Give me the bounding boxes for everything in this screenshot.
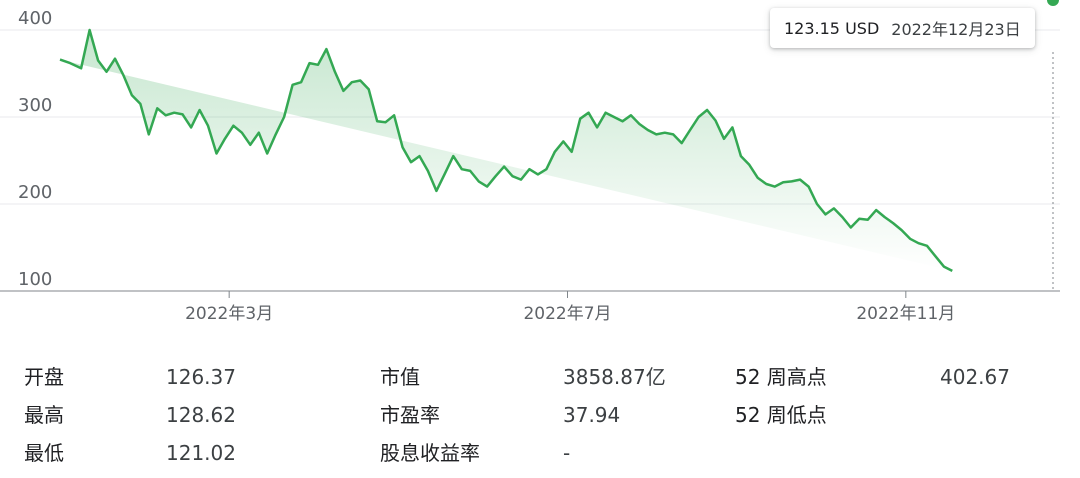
hover-tooltip: 123.15 USD 2022年12月23日 bbox=[770, 8, 1035, 48]
wk52-low-label: 52 周低点 bbox=[735, 403, 827, 427]
price-line[interactable] bbox=[59, 28, 953, 273]
y-axis: 400 300 200 100 bbox=[18, 8, 52, 290]
price-chart[interactable]: 400 300 200 100 2022年3月 2022年7月 2022年11月 bbox=[0, 0, 1080, 340]
price-area bbox=[60, 30, 953, 271]
tooltip-price: 123.15 USD bbox=[784, 18, 880, 38]
wk52-high-label: 52 周高点 bbox=[735, 365, 827, 389]
high-value: 128.62 bbox=[166, 403, 236, 427]
y-tick-label: 100 bbox=[18, 269, 52, 290]
pe-ratio-value: 37.94 bbox=[563, 403, 621, 427]
market-cap-value: 3858.87亿 bbox=[563, 365, 666, 389]
dividend-yield-value: - bbox=[563, 441, 571, 465]
low-label: 最低 bbox=[24, 441, 64, 465]
wk52-high-value: 402.67 bbox=[940, 365, 1010, 389]
low-value: 121.02 bbox=[166, 441, 236, 465]
market-cap-label: 市值 bbox=[380, 365, 420, 389]
pe-ratio-label: 市盈率 bbox=[380, 403, 440, 427]
high-label: 最高 bbox=[24, 403, 64, 427]
open-value: 126.37 bbox=[166, 365, 236, 389]
hover-point[interactable] bbox=[1047, 0, 1059, 6]
y-tick-label: 300 bbox=[18, 95, 52, 116]
tooltip-date: 2022年12月23日 bbox=[891, 20, 1021, 39]
x-tick-label: 2022年3月 bbox=[185, 304, 273, 324]
x-tick-label: 2022年7月 bbox=[523, 304, 611, 324]
y-tick-label: 400 bbox=[18, 8, 52, 29]
y-tick-label: 200 bbox=[18, 182, 52, 203]
open-label: 开盘 bbox=[24, 365, 64, 389]
grid-lines bbox=[0, 29, 1060, 205]
x-axis: 2022年3月 2022年7月 2022年11月 bbox=[185, 291, 955, 324]
dividend-yield-label: 股息收益率 bbox=[380, 441, 480, 465]
stats-panel: 开盘 126.37 最高 128.62 最低 121.02 市值 3858.87… bbox=[0, 356, 1080, 476]
x-tick-label: 2022年11月 bbox=[856, 304, 955, 324]
